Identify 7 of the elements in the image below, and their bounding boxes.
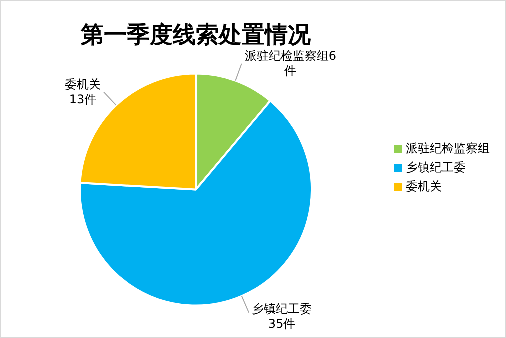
- legend-label: 乡镇纪工委: [406, 160, 466, 175]
- data-label: 乡镇纪工委35件: [252, 302, 312, 331]
- legend-label: 委机关: [406, 180, 442, 194]
- data-label: 委机关13件: [65, 77, 102, 106]
- data-label: 派驻纪检监察组6件: [244, 49, 336, 78]
- legend-label: 派驻纪检监察组: [406, 142, 490, 156]
- chart-title: 第一季度线索处置情况: [80, 22, 312, 48]
